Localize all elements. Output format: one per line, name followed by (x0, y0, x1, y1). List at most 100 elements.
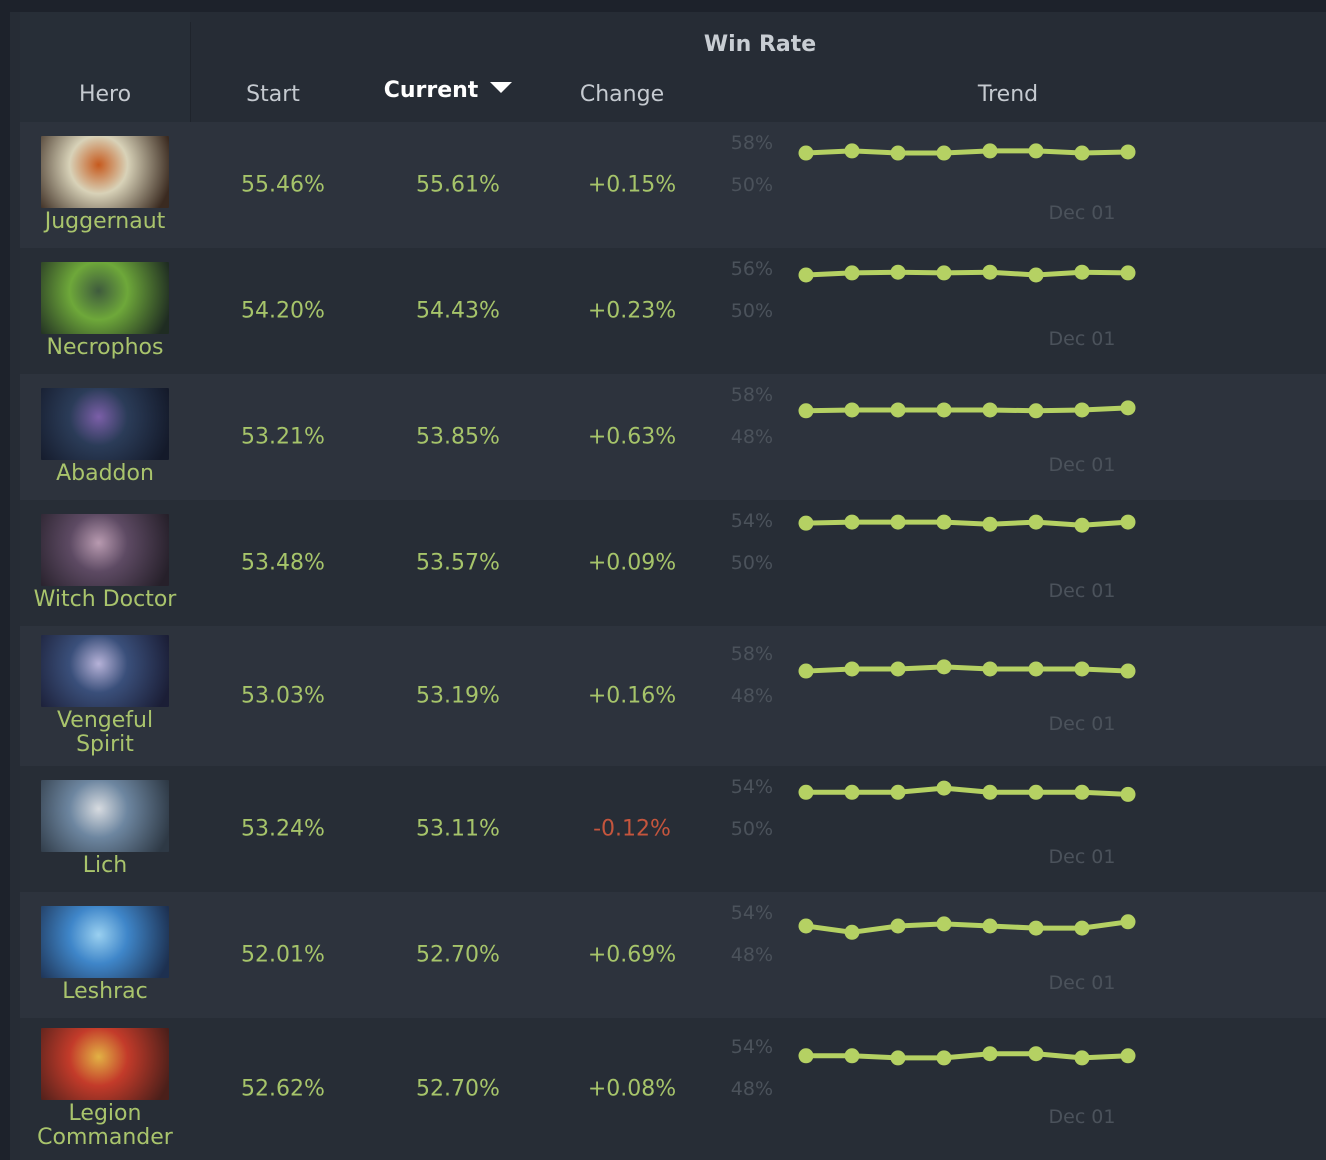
caret-down-icon (490, 81, 513, 93)
table-row[interactable]: Necrophos 54.20% 54.43% +0.23% 56% 50% Dec… (20, 248, 1326, 374)
trend-point (1028, 1046, 1044, 1062)
trend-point (982, 918, 998, 934)
y-axis-max-label: 54% (731, 902, 773, 924)
column-header-current[interactable]: Current (368, 78, 528, 103)
trend-point (1074, 517, 1090, 533)
table-row[interactable]: Witch Doctor 53.48% 53.57% +0.09% 54% 50%… (20, 500, 1326, 626)
trend-chart: 54% 50% Dec 01 (731, 510, 1136, 602)
hero-portrait[interactable] (41, 388, 169, 460)
start-win-rate: 53.03% (241, 683, 325, 709)
hero-portrait[interactable] (41, 906, 169, 978)
trend-line (805, 269, 1129, 278)
y-axis-min-label: 48% (731, 944, 773, 966)
trend-point (1074, 661, 1090, 677)
hero-cell[interactable]: Lich (20, 766, 190, 892)
trend-point (936, 145, 952, 161)
hero-portrait[interactable] (41, 262, 169, 334)
table-row[interactable]: Legion Commander 52.62% 52.70% +0.08% 54… (20, 1018, 1326, 1160)
trend-point (798, 663, 814, 679)
trend-point (982, 1046, 998, 1062)
hero-name[interactable]: Witch Doctor (33, 587, 177, 612)
trend-point (1074, 1050, 1090, 1066)
x-axis-label: Dec 01 (1049, 972, 1116, 994)
trend-point (798, 918, 814, 934)
x-axis-label: Dec 01 (1049, 713, 1116, 735)
hero-portrait[interactable] (41, 635, 169, 707)
column-header-hero[interactable]: Hero (78, 82, 132, 107)
win-rate-change: +0.08% (587, 1076, 677, 1102)
current-win-rate: 52.70% (416, 1076, 500, 1102)
win-rate-change: +0.69% (587, 942, 677, 968)
y-axis-min-label: 50% (731, 552, 773, 574)
start-win-rate: 53.48% (241, 550, 325, 576)
hero-name[interactable]: Vengeful Spirit (56, 708, 154, 757)
trend-chart: 58% 48% Dec 01 (731, 384, 1136, 476)
trend-point (844, 143, 860, 159)
trend-point (1120, 914, 1136, 930)
table-row[interactable]: Lich 53.24% 53.11% -0.12% 54% 50% Dec 01 (20, 766, 1326, 892)
trend-point (890, 264, 906, 280)
hero-name[interactable]: Necrophos (46, 335, 164, 360)
trend-point (982, 784, 998, 800)
table-row[interactable]: Juggernaut 55.46% 55.61% +0.15% 58% 50% De… (20, 122, 1326, 248)
hero-portrait[interactable] (41, 1028, 169, 1100)
hero-name[interactable]: Legion Commander (37, 1101, 173, 1150)
x-axis-label: Dec 01 (1049, 454, 1116, 476)
trend-point (844, 661, 860, 677)
trend-point (936, 1050, 952, 1066)
hero-name[interactable]: Leshrac (62, 979, 148, 1004)
trend-point (936, 514, 952, 530)
hero-name[interactable]: Abaddon (56, 461, 154, 486)
trend-point (798, 784, 814, 800)
x-axis-label: Dec 01 (1049, 846, 1116, 868)
start-win-rate: 52.01% (241, 942, 325, 968)
hero-portrait[interactable] (41, 780, 169, 852)
trend-line (805, 519, 1129, 528)
y-axis-max-label: 54% (731, 776, 773, 798)
hero-name[interactable]: Juggernaut (44, 209, 166, 234)
hero-cell[interactable]: Juggernaut (20, 122, 190, 248)
trend-point (936, 402, 952, 418)
hero-cell[interactable]: Witch Doctor (20, 500, 190, 626)
trend-chart: 54% 50% Dec 01 (731, 776, 1136, 868)
x-axis-label: Dec 01 (1049, 1106, 1116, 1128)
trend-point (1028, 267, 1044, 283)
trend-point (890, 145, 906, 161)
hero-cell[interactable]: Vengeful Spirit (20, 626, 190, 766)
trend-point (844, 514, 860, 530)
hero-cell[interactable]: Legion Commander (20, 1018, 190, 1160)
win-rate-change: +0.23% (587, 298, 677, 324)
trend-point (890, 402, 906, 418)
trend-point (1028, 661, 1044, 677)
table-row[interactable]: Vengeful Spirit 53.03% 53.19% +0.16% 58%… (20, 626, 1326, 766)
trend-point (1120, 265, 1136, 281)
y-axis-min-label: 48% (731, 1078, 773, 1100)
trend-point (1120, 514, 1136, 530)
trend-point (1028, 143, 1044, 159)
trend-point (798, 267, 814, 283)
current-win-rate: 53.57% (416, 550, 500, 576)
column-header-start[interactable]: Start (246, 82, 300, 107)
table-row[interactable]: Abaddon 53.21% 53.85% +0.63% 58% 48% Dec 0… (20, 374, 1326, 500)
trend-point (1120, 786, 1136, 802)
trend-line (805, 405, 1129, 414)
y-axis-min-label: 50% (731, 818, 773, 840)
start-win-rate: 53.24% (241, 816, 325, 842)
trend-point (936, 265, 952, 281)
trend-point (844, 924, 860, 940)
trend-point (1028, 403, 1044, 419)
trend-point (1028, 514, 1044, 530)
trend-point (1074, 145, 1090, 161)
hero-portrait[interactable] (41, 514, 169, 586)
hero-cell[interactable]: Necrophos (20, 248, 190, 374)
trend-point (1074, 264, 1090, 280)
hero-portrait[interactable] (41, 136, 169, 208)
y-axis-max-label: 56% (731, 258, 773, 280)
trend-point (798, 403, 814, 419)
table-row[interactable]: Leshrac 52.01% 52.70% +0.69% 54% 48% Dec 0… (20, 892, 1326, 1018)
column-header-change[interactable]: Change (579, 82, 665, 107)
hero-cell[interactable]: Abaddon (20, 374, 190, 500)
hero-cell[interactable]: Leshrac (20, 892, 190, 1018)
hero-name[interactable]: Lich (82, 853, 128, 878)
trend-point (1028, 920, 1044, 936)
